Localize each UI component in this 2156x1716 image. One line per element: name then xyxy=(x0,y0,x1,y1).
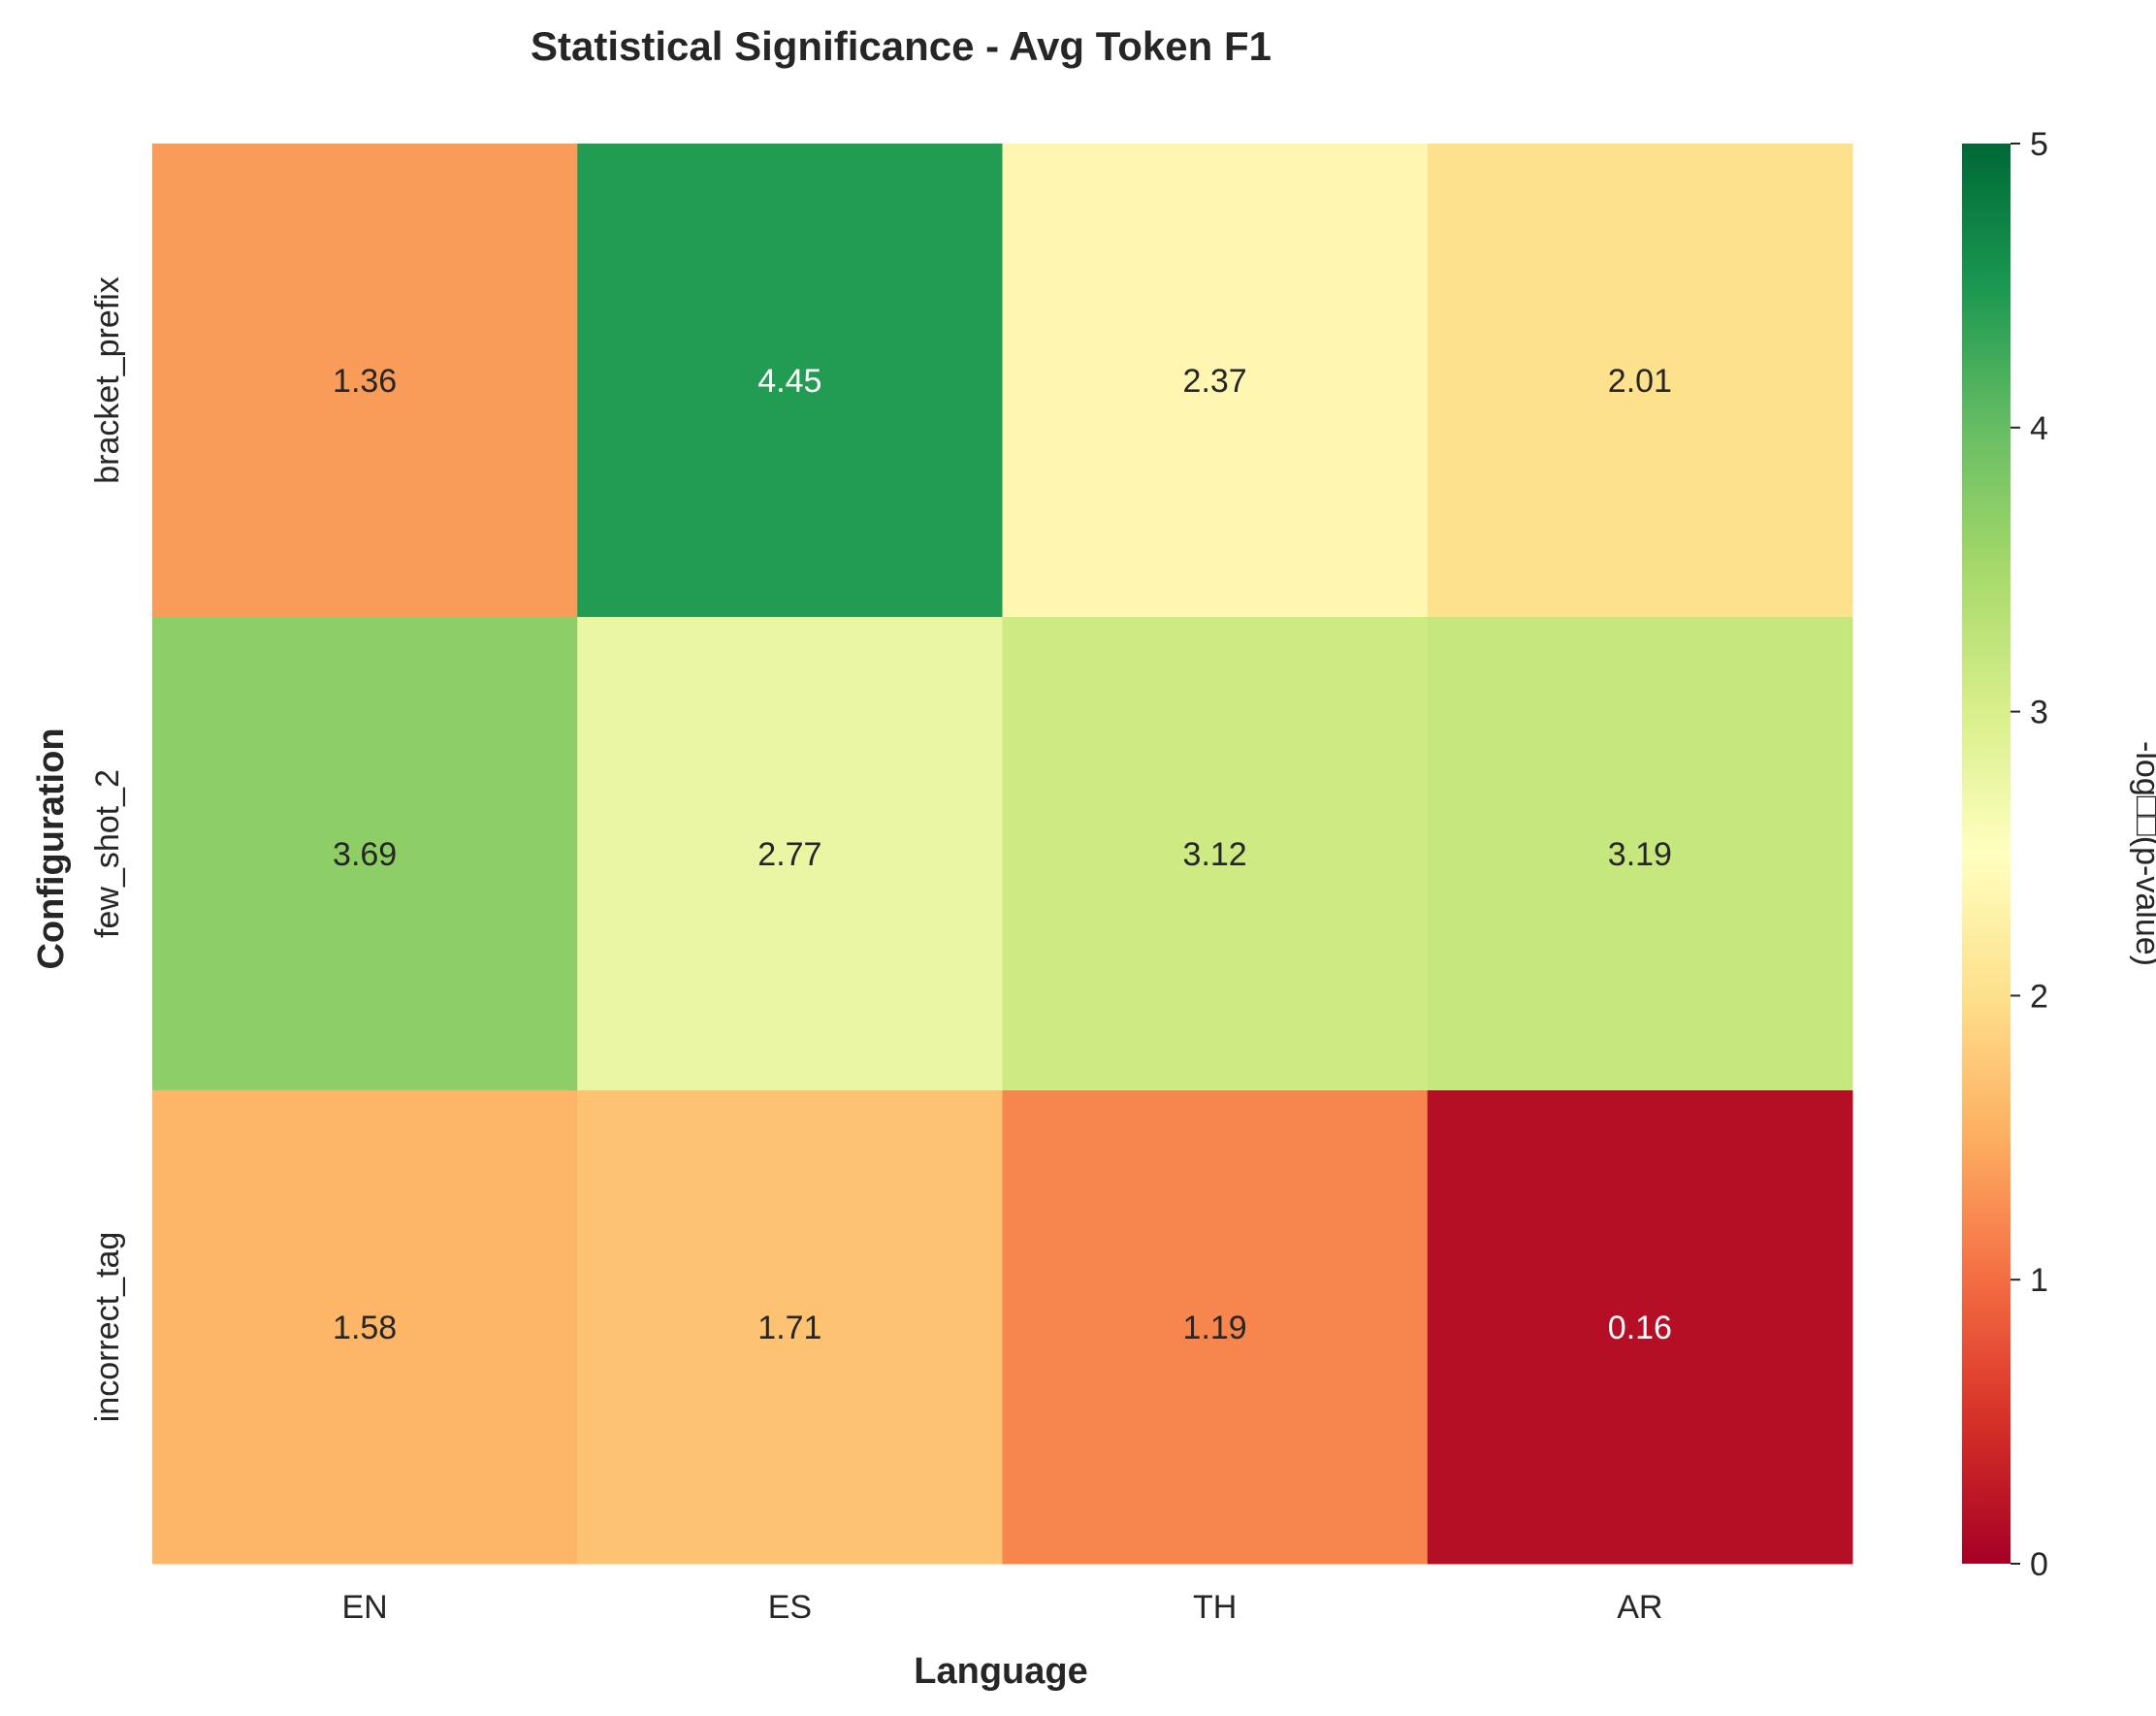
heatmap-cell xyxy=(152,144,578,618)
x-tick-label: TH xyxy=(1193,1589,1237,1626)
heatmap-cell xyxy=(577,617,1003,1091)
cell-value-label: 4.45 xyxy=(757,363,821,400)
heatmap-cell xyxy=(577,1090,1003,1565)
heatmap-cell xyxy=(577,144,1003,618)
cell-value-label: 1.36 xyxy=(333,363,397,400)
heatmap-cell xyxy=(152,1090,578,1565)
cell-value-label: 1.71 xyxy=(757,1310,821,1346)
heatmap-cell xyxy=(1427,1090,1853,1565)
cell-value-label: 2.77 xyxy=(757,836,821,873)
cell-value-label: 0.16 xyxy=(1608,1310,1672,1346)
x-axis-label: Language xyxy=(914,1651,1087,1692)
colorbar-ticks: 0 1 2 3 4 5 xyxy=(2011,126,2048,1583)
heatmap-cell xyxy=(1002,617,1429,1091)
colorbar-tick-label: 2 xyxy=(2030,978,2048,1015)
colorbar-tick-label: 0 xyxy=(2030,1546,2048,1583)
cell-value-label: 3.19 xyxy=(1608,836,1672,873)
chart-title: Statistical Significance - Avg Token F1 xyxy=(531,23,1271,69)
cell-value-label: 1.19 xyxy=(1183,1310,1247,1346)
heatmap-cell xyxy=(1002,1090,1429,1565)
colorbar-tick-label: 3 xyxy=(2030,695,2048,731)
y-tick-labels: bracket_prefix few_shot_2 incorrect_tag xyxy=(89,276,126,1422)
colorbar-label: -log□□(p-value) xyxy=(2129,741,2156,966)
cell-value-label: 3.12 xyxy=(1183,836,1247,873)
colorbar xyxy=(1962,144,2011,1564)
colorbar-tick-label: 4 xyxy=(2030,410,2048,447)
colorbar-tick-label: 5 xyxy=(2030,126,2048,163)
cell-value-label: 3.69 xyxy=(333,836,397,873)
heatmap-cells: 1.36 4.45 2.37 2.01 3.69 2.77 3.12 3.19 1.58 1.71… xyxy=(152,144,1853,1565)
x-tick-labels: EN ES TH AR xyxy=(342,1589,1663,1626)
x-tick-label: EN xyxy=(342,1589,388,1626)
y-tick-label: few_shot_2 xyxy=(89,769,126,938)
cell-value-label: 1.58 xyxy=(333,1310,397,1346)
cell-value-label: 2.37 xyxy=(1183,363,1247,400)
heatmap-cell xyxy=(1427,617,1853,1091)
colorbar-tick-label: 1 xyxy=(2030,1262,2048,1299)
heatmap-cell xyxy=(1002,144,1429,618)
x-tick-label: AR xyxy=(1617,1589,1662,1626)
x-tick-label: ES xyxy=(768,1589,812,1626)
y-tick-label: bracket_prefix xyxy=(89,276,126,484)
cell-value-label: 2.01 xyxy=(1608,363,1672,400)
heatmap-cell xyxy=(1427,144,1853,618)
y-axis-label: Configuration xyxy=(31,728,72,969)
y-tick-label: incorrect_tag xyxy=(89,1232,126,1423)
heatmap-cell xyxy=(152,617,578,1091)
